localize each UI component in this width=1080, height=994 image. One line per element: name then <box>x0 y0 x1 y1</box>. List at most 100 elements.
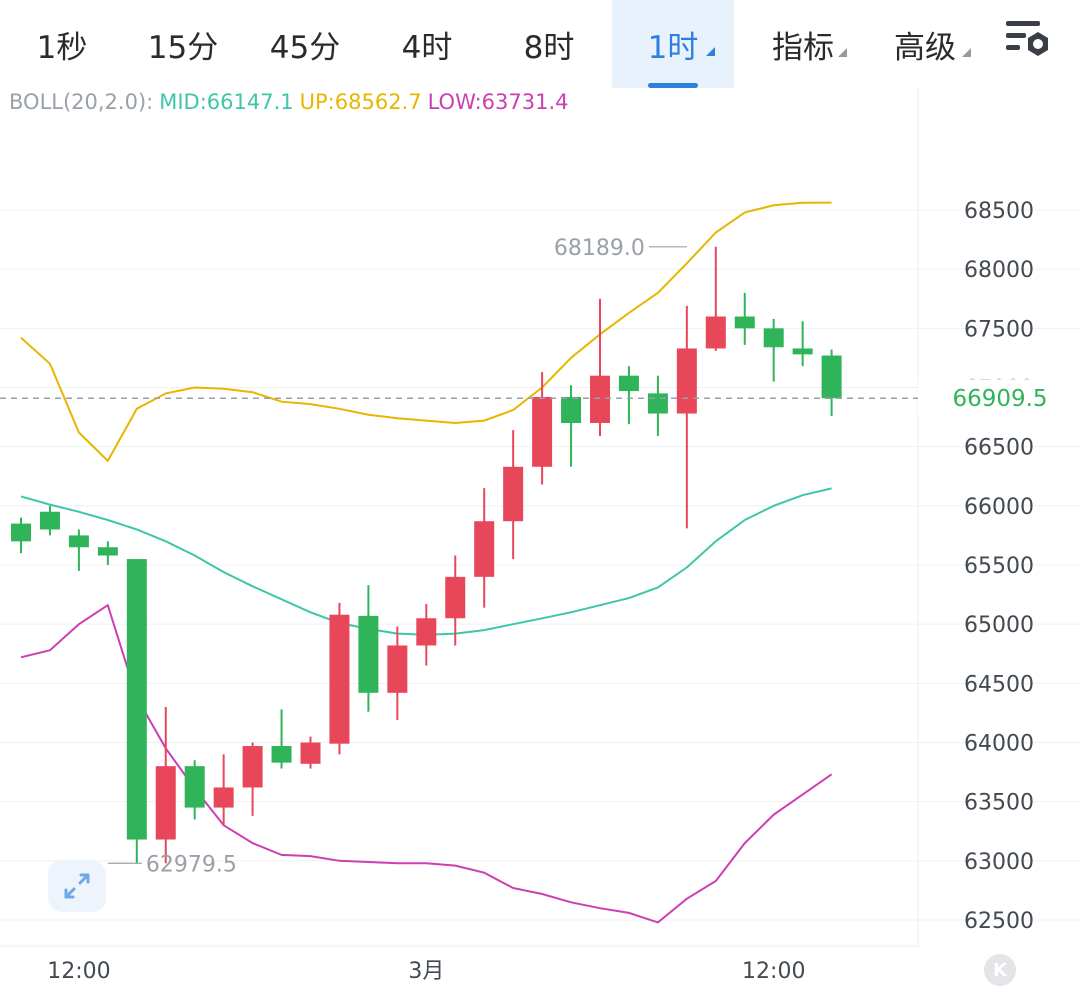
candle-body <box>416 618 437 646</box>
candle <box>821 349 842 416</box>
tab-45m[interactable]: 45分 <box>250 0 360 88</box>
tab-label: 4时 <box>401 29 453 66</box>
candle-body <box>39 511 60 530</box>
y-tick-label: 66500 <box>964 436 1034 461</box>
candle <box>213 754 234 826</box>
candle <box>300 736 321 769</box>
tab-label: 45分 <box>269 29 341 66</box>
candle <box>329 602 350 755</box>
y-tick-label: 62500 <box>964 909 1034 934</box>
tab-label: 指标 <box>772 29 834 66</box>
legend-mid: MID:66147.1 <box>159 90 294 114</box>
candle <box>11 517 31 554</box>
tab-1h[interactable]: 1时 <box>612 0 734 88</box>
candle <box>184 760 205 820</box>
tab-8h[interactable]: 8时 <box>497 0 601 88</box>
candle <box>763 318 784 382</box>
active-tab-underline <box>648 83 698 88</box>
legend-low: LOW:63731.4 <box>427 90 569 114</box>
candle <box>358 585 379 712</box>
y-tick-label: 68500 <box>964 199 1034 224</box>
candle <box>242 742 263 816</box>
candle <box>705 246 726 351</box>
candle <box>155 707 176 864</box>
candle-body <box>532 396 553 467</box>
candle <box>416 604 437 666</box>
timeframe-tabs: 1秒 15分 45分 4时 8时 1时 指标 高级 <box>0 0 1080 88</box>
y-tick-label: 64000 <box>964 732 1034 757</box>
tab-label: 1秒 <box>36 29 88 66</box>
k-logo-label: K <box>993 959 1007 981</box>
candle-body <box>387 645 408 693</box>
tab-label: 15分 <box>147 29 219 66</box>
expand-arrows-icon[interactable] <box>48 860 106 912</box>
candle-body <box>676 348 697 414</box>
boll-lower-line <box>20 603 833 924</box>
dropdown-caret-icon <box>706 47 715 56</box>
candle-body <box>763 328 784 348</box>
y-tick-label: 68000 <box>964 258 1034 283</box>
candle <box>445 555 466 646</box>
boll-legend: BOLL(20,2.0): MID:66147.1 UP:68562.7 LOW:63… <box>9 90 575 114</box>
dropdown-caret-icon <box>962 48 971 57</box>
candle <box>532 372 553 485</box>
candle <box>734 292 755 345</box>
candle-body <box>503 466 524 522</box>
candle-body <box>126 559 147 840</box>
y-tick-label: 67500 <box>964 317 1034 342</box>
candle-body <box>647 393 668 414</box>
candle <box>503 430 524 560</box>
candle <box>271 709 292 769</box>
candle-body <box>271 746 292 763</box>
tab-advanced[interactable]: 高级 <box>870 0 980 88</box>
candle-body <box>590 375 610 423</box>
candle <box>474 488 495 608</box>
candle <box>647 375 668 437</box>
candle-body <box>792 348 813 355</box>
tab-15m[interactable]: 15分 <box>128 0 238 88</box>
candle <box>561 385 582 467</box>
candle-body <box>300 742 321 764</box>
k-logo-icon[interactable]: K <box>984 954 1016 986</box>
x-tick-label: 12:00 <box>47 959 110 984</box>
candle <box>618 366 639 425</box>
candle <box>68 529 89 571</box>
candle-body <box>242 746 263 788</box>
x-tick-label: 12:00 <box>742 959 805 984</box>
tab-indicators[interactable]: 指标 <box>748 0 858 88</box>
tab-4h[interactable]: 4时 <box>375 0 479 88</box>
candle-body <box>618 375 639 392</box>
candle-body <box>705 316 726 349</box>
y-tick-label: 63500 <box>964 791 1034 816</box>
legend-name: BOLL(20,2.0): <box>9 90 154 114</box>
candle <box>126 559 147 864</box>
candle-body <box>329 614 350 744</box>
y-tick-label: 65000 <box>964 613 1034 638</box>
chart-settings-icon[interactable] <box>1000 16 1060 66</box>
candle-body <box>561 396 582 423</box>
candle-body <box>821 355 842 399</box>
tab-label: 1时 <box>647 29 699 66</box>
current-price-badge <box>918 379 1080 418</box>
x-tick-label: 3月 <box>408 959 444 984</box>
candle <box>39 505 60 536</box>
tab-label: 8时 <box>523 29 575 66</box>
tab-1s[interactable]: 1秒 <box>10 0 114 88</box>
candle-body <box>358 615 379 693</box>
min-price-label: 62979.5 <box>146 852 237 877</box>
y-tick-label: 65500 <box>964 554 1034 579</box>
candle <box>97 541 118 565</box>
tab-label: 高级 <box>894 29 956 66</box>
candle <box>590 298 610 437</box>
current-price-label: 66909.5 <box>952 386 1047 412</box>
candle-body <box>474 521 495 577</box>
candle-body <box>155 766 176 840</box>
candle-body <box>734 316 755 329</box>
y-tick-label: 66000 <box>964 495 1034 520</box>
candle <box>387 626 408 721</box>
legend-up: UP:68562.7 <box>299 90 422 114</box>
y-tick-label: 64500 <box>964 672 1034 697</box>
candle-body <box>213 787 234 808</box>
candle-body <box>68 535 89 548</box>
